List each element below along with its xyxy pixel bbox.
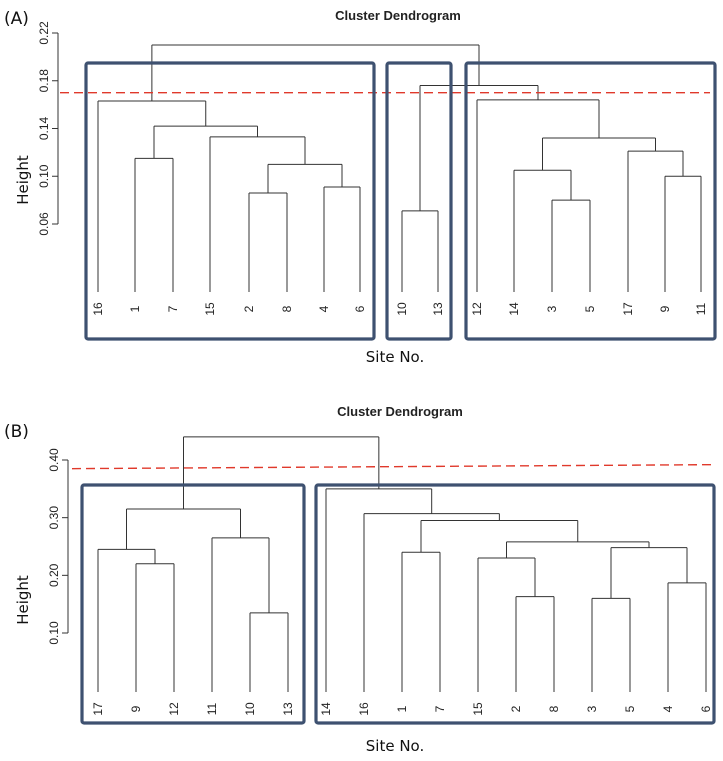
y-tick-label: 0.06 [37,212,51,236]
leaf-label-8: 8 [547,705,561,712]
leaf-label-14: 14 [507,302,521,316]
panel-b-title: Cluster Dendrogram [337,404,463,419]
panel-b-x-axis-title: Site No. [366,737,424,755]
y-tick-label: 0.20 [47,563,61,587]
leaf-label-17: 17 [621,302,635,316]
leaf-label-12: 12 [470,302,484,316]
y-tick-label: 0.30 [47,506,61,530]
leaf-label-16: 16 [357,702,371,716]
leaf-label-12: 12 [167,702,181,716]
panel-a-label: (A) [4,9,29,29]
leaf-label-11: 11 [694,302,708,315]
y-tick-label: 0.18 [37,69,51,93]
panel-b-label: (B) [4,422,29,442]
leaf-label-13: 13 [431,302,445,316]
cluster-box-1 [80,483,306,725]
panel-a-links [97,44,702,292]
leaf-label-1: 1 [395,705,409,712]
y-tick-label: 0.40 [47,448,61,472]
panel-a: (A) Cluster Dendrogram Height Site No. 0… [4,8,717,366]
cluster-box-2 [385,61,453,341]
leaf-label-15: 15 [471,702,485,716]
panel-b-annotations [71,463,716,725]
cut-line [71,463,713,470]
leaf-label-9: 9 [129,705,143,712]
panel-b: (B) Cluster Dendrogram Height Site No. 0… [4,404,716,755]
y-tick-label: 0.10 [47,621,61,645]
y-tick-label: 0.10 [37,164,51,188]
leaf-label-11: 11 [205,702,219,715]
panel-a-title: Cluster Dendrogram [335,8,461,23]
panel-a-leaf-labels: 16 1 7 15 2 8 4 6 10 13 12 14 3 5 17 9 11 [91,302,708,316]
leaf-label-5: 5 [623,705,637,712]
leaf-label-9: 9 [658,305,672,312]
leaf-label-14: 14 [319,702,333,716]
leaf-label-1: 1 [128,305,142,312]
panel-b-leaf-labels: 17 9 12 11 10 13 14 16 1 7 15 2 8 3 5 4 6 [91,702,713,716]
leaf-label-8: 8 [280,305,294,312]
cluster-box-3 [464,61,717,341]
cluster-box-1 [84,61,376,341]
panel-b-y-axis-title: Height [14,575,32,625]
leaf-label-15: 15 [203,302,217,316]
panel-a-y-axis-title: Height [14,155,32,205]
leaf-label-10: 10 [243,702,257,716]
panel-b-y-axis: 0.10 0.20 0.30 0.40 [47,448,69,645]
leaf-label-17: 17 [91,702,105,716]
panel-a-x-axis-title: Site No. [366,348,424,366]
leaf-label-3: 3 [545,305,559,312]
leaf-label-6: 6 [699,705,713,712]
y-tick-label: 0.14 [37,116,51,140]
panel-b-links [97,436,707,692]
y-tick-label: 0.22 [37,21,51,45]
leaf-label-7: 7 [433,705,447,712]
leaf-label-4: 4 [661,705,675,712]
leaf-label-4: 4 [317,305,331,312]
leaf-label-5: 5 [583,305,597,312]
leaf-label-6: 6 [353,305,367,312]
leaf-label-2: 2 [242,305,256,312]
leaf-label-3: 3 [585,705,599,712]
leaf-label-16: 16 [91,302,105,316]
leaf-label-13: 13 [281,702,295,716]
panel-a-annotations [60,61,717,341]
leaf-label-2: 2 [509,705,523,712]
leaf-label-10: 10 [395,302,409,316]
panel-a-y-axis: 0.06 0.10 0.14 0.18 0.22 [37,21,59,236]
cluster-box-2 [314,483,716,725]
leaf-label-7: 7 [166,305,180,312]
